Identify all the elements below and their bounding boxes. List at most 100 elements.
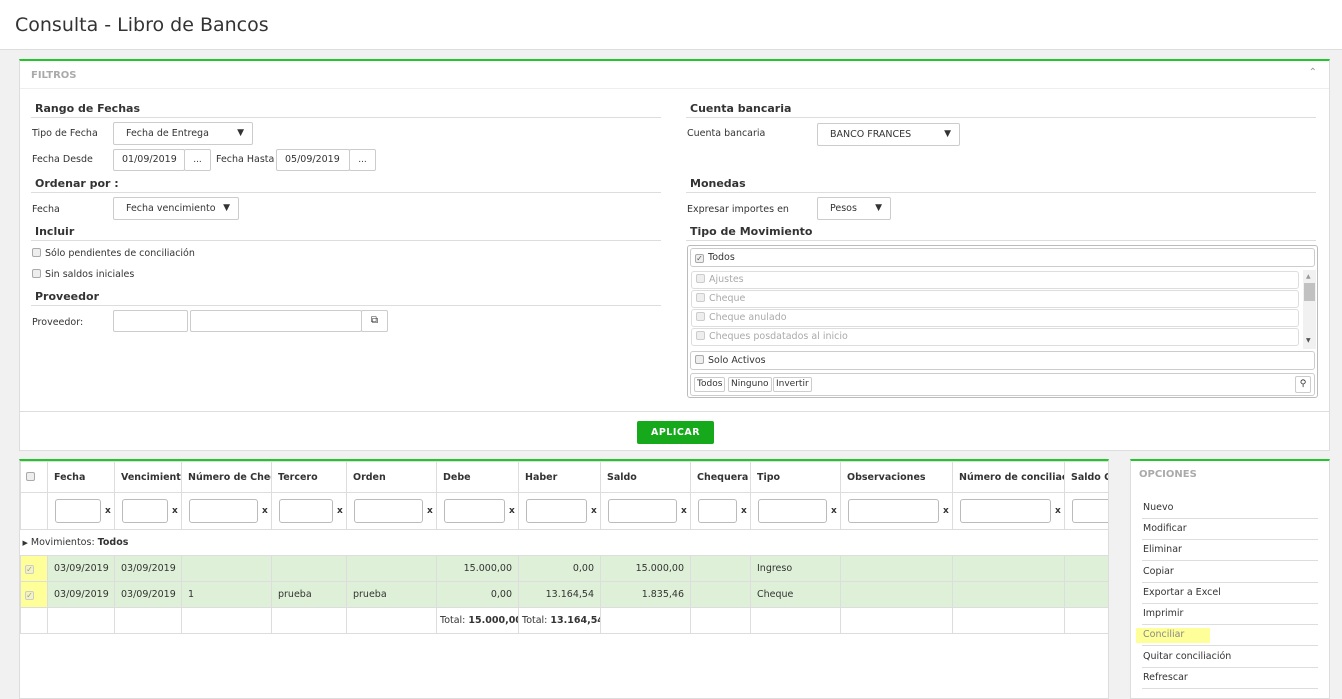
fecha-hasta-picker-button[interactable]: ... (349, 149, 376, 171)
column-filter-input[interactable] (55, 499, 101, 523)
tipo-item[interactable]: Cheque anulado (691, 309, 1299, 327)
tipo-item[interactable]: Cheques posdatados al inicio (691, 328, 1299, 346)
column-filter-input[interactable] (960, 499, 1051, 523)
fecha-desde-input[interactable]: 01/09/2019 (113, 149, 185, 171)
checkbox-label: Cheques posdatados al inicio (709, 331, 848, 342)
select-all-button[interactable]: Todos (694, 377, 726, 392)
option-nuevo[interactable]: Nuevo (1142, 498, 1318, 519)
checkbox-label: Cheque (709, 293, 746, 304)
options-panel: OPCIONES (1130, 459, 1330, 699)
column-filter-input[interactable] (526, 499, 587, 523)
tipo-fecha-select[interactable]: Fecha de Entrega ▼ (113, 122, 253, 145)
row-checkbox[interactable]: ✓ (20, 555, 48, 582)
todos-checkbox[interactable]: ✓ Todos (690, 248, 1315, 267)
option-conciliar[interactable]: Conciliar (1142, 625, 1318, 646)
column-filter-input[interactable] (758, 499, 827, 523)
scroll-down-icon[interactable]: ▼ (1306, 337, 1311, 344)
tipo-item[interactable]: Cheque (691, 290, 1299, 308)
tipo-item[interactable]: Ajustes (691, 271, 1299, 289)
option-copiar[interactable]: Copiar (1142, 562, 1318, 583)
clear-filter-icon[interactable]: x (741, 506, 747, 516)
clear-filter-icon[interactable]: x (1055, 506, 1061, 516)
cell (346, 555, 437, 582)
cell: Cheque (750, 581, 841, 608)
column-header[interactable]: Saldo C (1064, 461, 1108, 493)
select-all-rows-checkbox[interactable] (20, 461, 48, 493)
column-filter-input[interactable] (279, 499, 333, 523)
group-row[interactable]: ▶ Movimientos: Todos (20, 529, 1108, 556)
expand-triangle-icon[interactable]: ▶ (22, 539, 28, 547)
option-exportar-excel[interactable]: Exportar a Excel (1142, 583, 1318, 604)
clear-filter-icon[interactable]: x (105, 506, 111, 516)
column-header[interactable]: Saldo (600, 461, 691, 493)
checkbox-label: Sin saldos iniciales (45, 269, 135, 280)
cell: 03/09/2019 (114, 555, 182, 582)
search-icon[interactable]: ⚲ (1295, 376, 1311, 393)
column-header[interactable]: Número de Cheq (181, 461, 272, 493)
section-rango-fechas: Rango de Fechas (31, 102, 661, 118)
column-header[interactable]: Haber (518, 461, 601, 493)
column-header[interactable]: Número de conciliaci (952, 461, 1065, 493)
table-row[interactable]: ✓ 03/09/2019 03/09/2019 15.000,00 0,00 15.0… (20, 555, 1108, 582)
select-none-button[interactable]: Ninguno (728, 377, 772, 392)
scroll-thumb[interactable] (1304, 283, 1315, 301)
column-filter-input[interactable] (608, 499, 677, 523)
cell: 15.000,00 (600, 555, 691, 582)
clear-filter-icon[interactable]: x (681, 506, 687, 516)
cell: Ingreso (750, 555, 841, 582)
option-imprimir[interactable]: Imprimir (1142, 604, 1318, 625)
clear-filter-icon[interactable]: x (509, 506, 515, 516)
page-title: Consulta - Libro de Bancos (15, 14, 269, 36)
invert-selection-button[interactable]: Invertir (773, 377, 812, 392)
clear-filter-icon[interactable]: x (427, 506, 433, 516)
clear-filter-icon[interactable]: x (591, 506, 597, 516)
proveedor-name-input[interactable] (190, 310, 362, 332)
sin-saldos-checkbox[interactable]: Sin saldos iniciales (32, 269, 134, 280)
column-filter-input[interactable] (122, 499, 168, 523)
fecha-desde-picker-button[interactable]: ... (184, 149, 211, 171)
column-filter-input[interactable] (848, 499, 939, 523)
clear-filter-icon[interactable]: x (337, 506, 343, 516)
column-header[interactable]: Fecha (47, 461, 115, 493)
pendientes-checkbox[interactable]: Sólo pendientes de conciliación (32, 248, 195, 259)
column-filter-input[interactable] (189, 499, 258, 523)
cuenta-select[interactable]: BANCO FRANCES ▼ (817, 123, 960, 146)
apply-button[interactable]: APLICAR (637, 421, 714, 444)
scrollbar[interactable]: ▲ ▼ (1303, 270, 1316, 349)
column-filter-input[interactable] (354, 499, 423, 523)
column-header[interactable]: Debe (436, 461, 519, 493)
total-haber: Total: 13.164,54 (518, 607, 601, 634)
column-header[interactable]: Orden (346, 461, 437, 493)
column-filter-input[interactable] (1072, 499, 1108, 523)
clear-filter-icon[interactable]: x (943, 506, 949, 516)
filters-header[interactable]: FILTROS (31, 70, 77, 81)
clear-filter-icon[interactable]: x (262, 506, 268, 516)
column-filter-input[interactable] (698, 499, 737, 523)
option-refrescar[interactable]: Refrescar (1142, 668, 1318, 689)
option-eliminar[interactable]: Eliminar (1142, 540, 1318, 561)
proveedor-label: Proveedor: (32, 317, 84, 328)
checkbox-checked-icon: ✓ (695, 254, 704, 263)
collapse-chevron-icon[interactable]: ⌃ (1308, 67, 1317, 78)
column-filter-input[interactable] (444, 499, 505, 523)
solo-activos-checkbox[interactable]: Solo Activos (690, 351, 1315, 370)
scroll-up-icon[interactable]: ▲ (1306, 273, 1311, 280)
table-row[interactable]: ✓ 03/09/2019 03/09/2019 1 prueba prueba 0,00… (20, 581, 1108, 608)
fecha-hasta-input[interactable]: 05/09/2019 (276, 149, 350, 171)
clear-filter-icon[interactable]: x (172, 506, 178, 516)
column-header[interactable]: Tipo (750, 461, 841, 493)
option-modificar[interactable]: Modificar (1142, 519, 1318, 540)
monedas-select[interactable]: Pesos ▼ (817, 197, 891, 220)
column-header[interactable]: Observaciones (840, 461, 953, 493)
external-link-icon[interactable]: ⧉ (361, 310, 388, 332)
checkbox-icon (32, 269, 41, 278)
proveedor-code-input[interactable] (113, 310, 188, 332)
clear-filter-icon[interactable]: x (831, 506, 837, 516)
ordenar-select[interactable]: Fecha vencimiento ▼ (113, 197, 239, 220)
column-header[interactable]: Chequera (690, 461, 751, 493)
column-header[interactable]: Vencimiento (114, 461, 182, 493)
row-checkbox[interactable]: ✓ (20, 581, 48, 608)
option-quitar-conciliacion[interactable]: Quitar conciliación (1142, 647, 1318, 668)
column-header[interactable]: Tercero (271, 461, 347, 493)
cell (1064, 555, 1108, 582)
